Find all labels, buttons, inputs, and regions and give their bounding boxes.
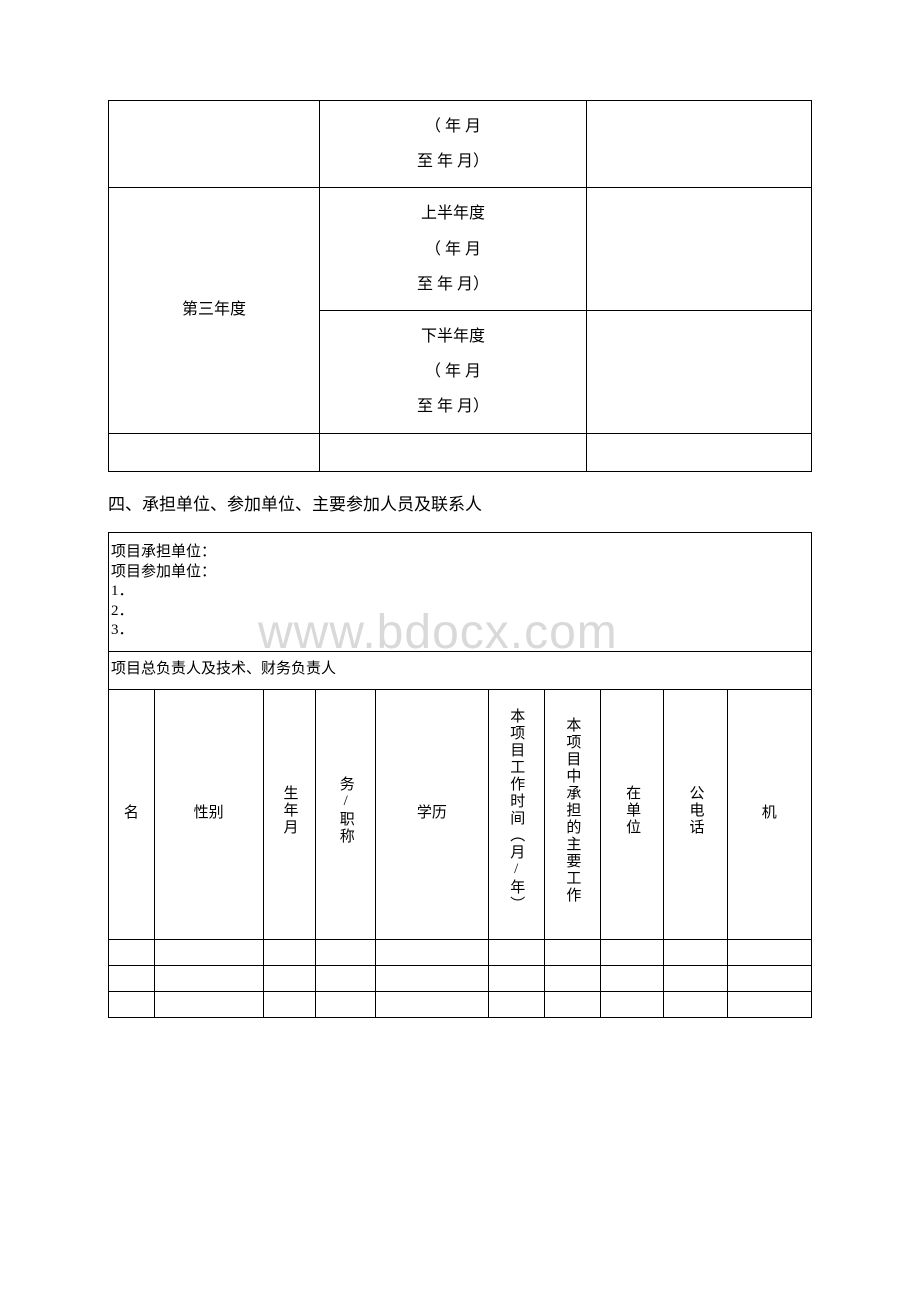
cell-blank — [109, 433, 320, 471]
period-line2: 至 年 月） — [324, 144, 582, 179]
cell-blank — [488, 991, 544, 1017]
cell-blank — [601, 991, 664, 1017]
table-row — [109, 433, 812, 471]
cell-blank — [601, 965, 664, 991]
cell-blank — [154, 965, 263, 991]
cell-blank — [319, 433, 586, 471]
cell-second-half: 下半年度 （ 年 月 至 年 月） — [319, 310, 586, 433]
cell-blank — [316, 991, 376, 1017]
col-worktime: 本项目工作时间（月/年） — [488, 689, 544, 939]
cell-blank — [587, 310, 812, 433]
col-unit: 在单位 — [601, 689, 664, 939]
unit-line: 2． — [111, 602, 809, 622]
cell-blank — [376, 965, 488, 991]
cell-blank — [727, 991, 811, 1017]
col-mainwork: 本项目中承担的主要工作 — [544, 689, 600, 939]
cell-blank — [488, 965, 544, 991]
cell-blank — [154, 991, 263, 1017]
unit-line: 项目承担单位： — [111, 543, 809, 563]
cell-blank — [263, 991, 316, 1017]
table-row — [109, 965, 812, 991]
cell-blank — [544, 991, 600, 1017]
col-gender: 性别 — [154, 689, 263, 939]
units-box: 项目承担单位： 项目参加单位： 1． 2． 3． — [109, 533, 812, 652]
half-line3: 至 年 月） — [324, 267, 582, 302]
cell-blank — [376, 991, 488, 1017]
table-row — [109, 939, 812, 965]
leaders-header: 项目总负责人及技术、财务负责人 — [109, 651, 812, 689]
table-row — [109, 991, 812, 1017]
col-name: 名 — [109, 689, 155, 939]
cell-blank — [587, 188, 812, 311]
unit-line: 1． — [111, 582, 809, 602]
cell-blank — [544, 939, 600, 965]
cell-blank — [109, 965, 155, 991]
table-row: （ 年 月 至 年 月） — [109, 101, 812, 188]
table-row: 第三年度 上半年度 （ 年 月 至 年 月） — [109, 188, 812, 311]
cell-blank — [664, 991, 727, 1017]
half-line1: 上半年度 — [324, 196, 582, 231]
cell-blank — [587, 433, 812, 471]
participants-table: 项目承担单位： 项目参加单位： 1． 2． 3． 项目总负责人及技术、财务负责人… — [108, 532, 812, 1018]
cell-blank — [664, 939, 727, 965]
col-mobile: 机 — [727, 689, 811, 939]
col-education: 学历 — [376, 689, 488, 939]
half-line2: （ 年 月 — [324, 354, 582, 389]
half-line3: 至 年 月） — [324, 389, 582, 424]
cell-blank — [376, 939, 488, 965]
cell-period: （ 年 月 至 年 月） — [319, 101, 586, 188]
cell-year3: 第三年度 — [109, 188, 320, 433]
cell-blank — [601, 939, 664, 965]
cell-blank — [664, 965, 727, 991]
half-line1: 下半年度 — [324, 319, 582, 354]
cell-blank — [587, 101, 812, 188]
cell-blank — [109, 991, 155, 1017]
period-line1: （ 年 月 — [324, 109, 582, 144]
table-row: 项目总负责人及技术、财务负责人 — [109, 651, 812, 689]
cell-first-half: 上半年度 （ 年 月 至 年 月） — [319, 188, 586, 311]
cell-year-label — [109, 101, 320, 188]
cell-blank — [727, 965, 811, 991]
cell-blank — [154, 939, 263, 965]
cell-blank — [488, 939, 544, 965]
cell-blank — [263, 965, 316, 991]
unit-line: 项目参加单位： — [111, 563, 809, 583]
table-row: 名 性别 生年月 务/职称 学历 本项目工作时间（月/年） 本项目中承担的主要工… — [109, 689, 812, 939]
section4-title: 四、承担单位、参加单位、主要参加人员及联系人 — [108, 490, 812, 521]
unit-line: 3． — [111, 621, 809, 641]
cell-blank — [109, 939, 155, 965]
col-birth: 生年月 — [263, 689, 316, 939]
col-phone: 公电话 — [664, 689, 727, 939]
cell-blank — [263, 939, 316, 965]
cell-blank — [727, 939, 811, 965]
schedule-table: （ 年 月 至 年 月） 第三年度 上半年度 （ 年 月 至 年 月） 下半年度… — [108, 100, 812, 472]
cell-blank — [316, 965, 376, 991]
cell-blank — [316, 939, 376, 965]
half-line2: （ 年 月 — [324, 232, 582, 267]
table-row: 项目承担单位： 项目参加单位： 1． 2． 3． — [109, 533, 812, 652]
cell-blank — [544, 965, 600, 991]
col-title: 务/职称 — [316, 689, 376, 939]
